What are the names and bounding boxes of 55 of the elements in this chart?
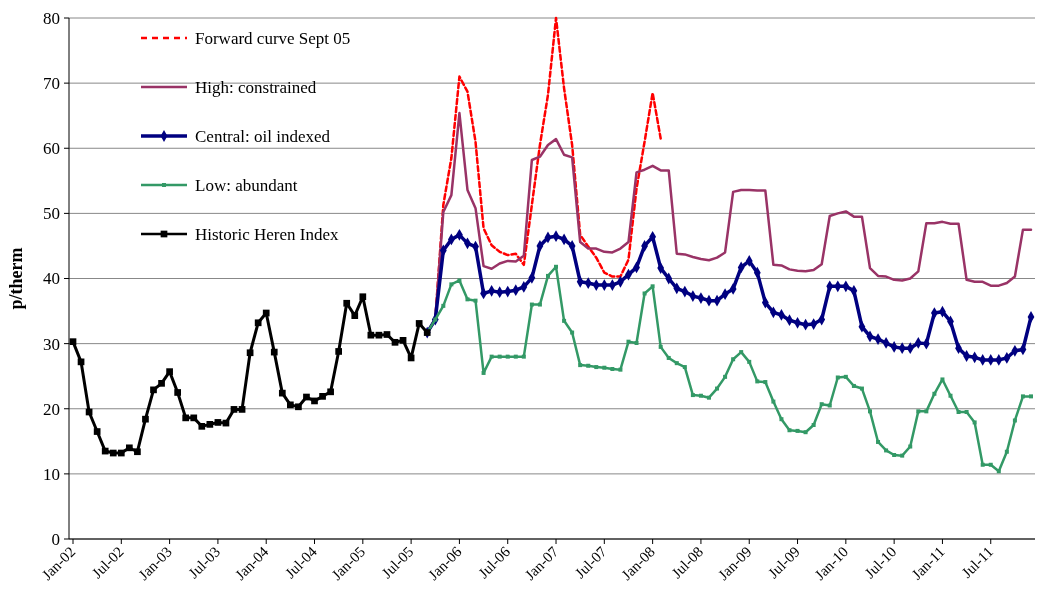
point xyxy=(93,428,101,435)
y-tick-label: 20 xyxy=(43,399,60,419)
legend-label: High: constrained xyxy=(195,77,317,97)
point xyxy=(262,309,270,317)
point xyxy=(287,401,294,409)
y-tick-label: 80 xyxy=(43,8,60,28)
point xyxy=(238,406,246,413)
point xyxy=(101,447,109,455)
point xyxy=(335,348,343,355)
point xyxy=(367,331,375,339)
point xyxy=(206,421,214,428)
point xyxy=(230,406,238,413)
y-tick-label: 60 xyxy=(43,139,60,159)
point xyxy=(198,422,206,430)
point xyxy=(270,348,278,356)
y-tick-label: 70 xyxy=(43,74,60,94)
point xyxy=(351,312,359,319)
point xyxy=(343,299,351,307)
point xyxy=(69,338,77,346)
point xyxy=(158,380,165,387)
point xyxy=(166,368,173,375)
point xyxy=(383,331,391,338)
point xyxy=(319,393,326,400)
legend-label: Low: abundant xyxy=(195,175,298,195)
point xyxy=(150,386,157,394)
point xyxy=(327,388,334,396)
point xyxy=(359,293,367,301)
point xyxy=(109,449,117,457)
legend-label: Forward curve Sept 05 xyxy=(195,28,351,48)
y-tick-label: 40 xyxy=(43,269,60,289)
point xyxy=(399,337,407,344)
y-tick-label: 0 xyxy=(51,529,60,549)
point xyxy=(246,349,254,357)
point xyxy=(311,397,318,405)
y-tick-label: 30 xyxy=(43,334,60,354)
point xyxy=(295,403,302,411)
legend-label: Historic Heren Index xyxy=(195,224,339,244)
y-tick-label: 50 xyxy=(43,204,60,224)
point xyxy=(182,414,190,422)
point xyxy=(134,448,141,456)
point xyxy=(278,389,286,397)
y-axis-title: p/therm xyxy=(6,247,26,310)
point xyxy=(190,414,198,422)
point xyxy=(174,389,182,396)
point xyxy=(126,444,133,452)
point xyxy=(375,331,383,339)
point xyxy=(254,319,262,327)
point xyxy=(303,393,310,401)
point xyxy=(142,415,149,423)
point xyxy=(415,320,423,327)
point xyxy=(391,338,399,346)
point xyxy=(117,449,125,457)
point xyxy=(214,419,222,426)
legend-label: Central: oil indexed xyxy=(195,126,331,146)
y-tick-label: 10 xyxy=(43,464,60,484)
